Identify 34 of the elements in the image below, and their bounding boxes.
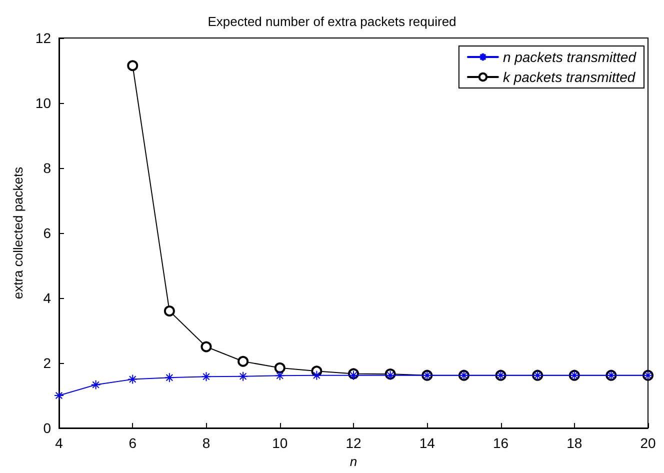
- x-tick-label: 12: [346, 435, 362, 451]
- x-tick-label: 10: [272, 435, 288, 451]
- x-tick-label: 16: [492, 435, 509, 451]
- x-tick-label: 6: [128, 435, 137, 451]
- y-tick-label: 12: [35, 30, 52, 46]
- y-tick-label: 6: [43, 225, 52, 241]
- y-tick-label: 0: [43, 420, 52, 436]
- x-tick-label: 20: [640, 435, 656, 451]
- x-tick-label: 8: [202, 435, 210, 451]
- legend-label: n packets transmitted: [502, 49, 638, 65]
- point: [54, 390, 64, 400]
- point: [164, 306, 175, 316]
- point: [312, 370, 322, 380]
- x-tick-label: 14: [419, 435, 436, 451]
- x-axis-title: n: [350, 454, 358, 469]
- point: [274, 362, 286, 374]
- point: [90, 380, 101, 390]
- point: [201, 372, 212, 382]
- point: [238, 356, 249, 367]
- y-tick-label: 10: [35, 95, 52, 111]
- point: [128, 374, 138, 384]
- point: [274, 370, 285, 381]
- point: [164, 372, 174, 383]
- y-axis-title: extra collected packets: [10, 166, 26, 300]
- point: [238, 371, 248, 382]
- x-tick-label: 18: [566, 435, 582, 451]
- y-tick-label: 8: [43, 160, 52, 176]
- point: [127, 60, 138, 72]
- y-tick-label: 4: [43, 290, 52, 306]
- x-tick-label: 4: [55, 435, 64, 451]
- chart-title: Expected number of extra packets required: [208, 14, 456, 29]
- y-tick-label: 2: [43, 355, 52, 371]
- point: [200, 341, 212, 352]
- legend-label: k packets transmitted: [502, 69, 636, 85]
